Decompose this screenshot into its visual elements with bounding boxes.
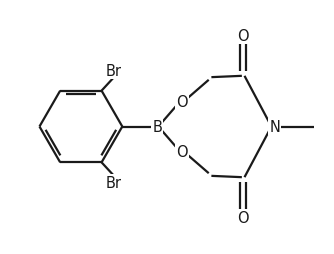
Text: B: B: [152, 120, 162, 134]
Text: O: O: [176, 144, 188, 159]
Text: Br: Br: [105, 175, 121, 190]
Text: O: O: [237, 210, 249, 225]
Text: N: N: [269, 120, 280, 134]
Text: O: O: [237, 29, 249, 44]
Text: O: O: [176, 95, 188, 110]
Text: Br: Br: [105, 64, 121, 79]
